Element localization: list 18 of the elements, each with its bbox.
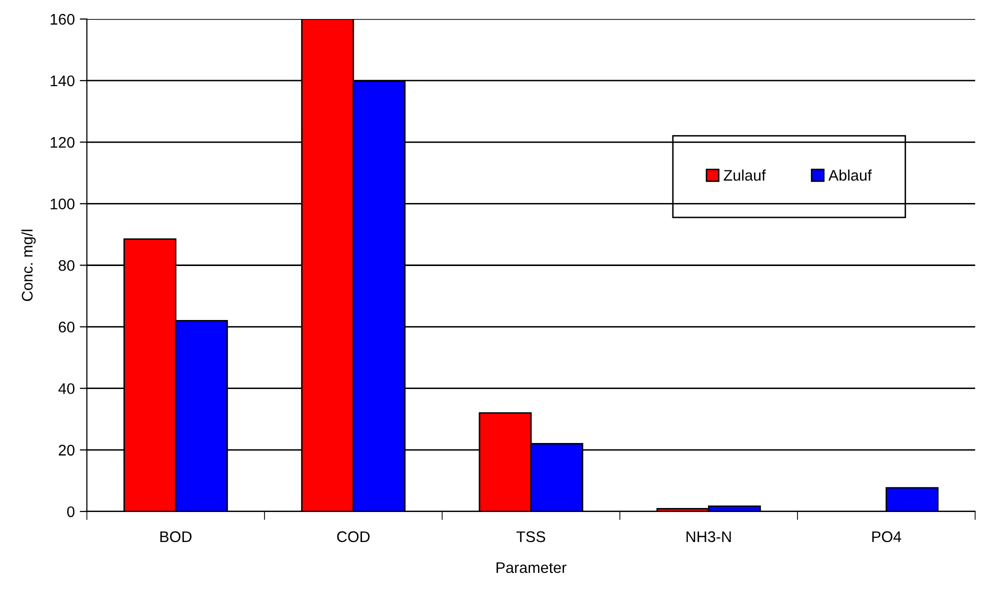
x-tick-label: PO4 — [872, 531, 902, 542]
y-tick-label: 160 — [50, 14, 74, 25]
y-tick-label: 40 — [58, 383, 74, 394]
y-tick-label: 100 — [50, 198, 74, 210]
x-tick-label: BOD — [160, 531, 192, 542]
y-tick-label: 120 — [50, 137, 74, 148]
x-axis-title: Parameter — [496, 562, 566, 574]
x-tick-label: COD — [337, 531, 370, 542]
y-tick-label: 140 — [50, 75, 74, 86]
x-tick-label: NH3-N — [686, 531, 731, 542]
y-tick-label: 0 — [67, 506, 74, 518]
y-axis-title: Conc. mg/l — [21, 230, 36, 301]
x-tick-label: TSS — [516, 531, 546, 542]
y-tick-label: 80 — [58, 260, 74, 271]
y-tick-label: 20 — [58, 444, 74, 456]
y-tick-label: 60 — [58, 322, 74, 332]
legend-label: Ablauf — [828, 170, 872, 181]
legend-label: Zulauf — [724, 170, 766, 181]
